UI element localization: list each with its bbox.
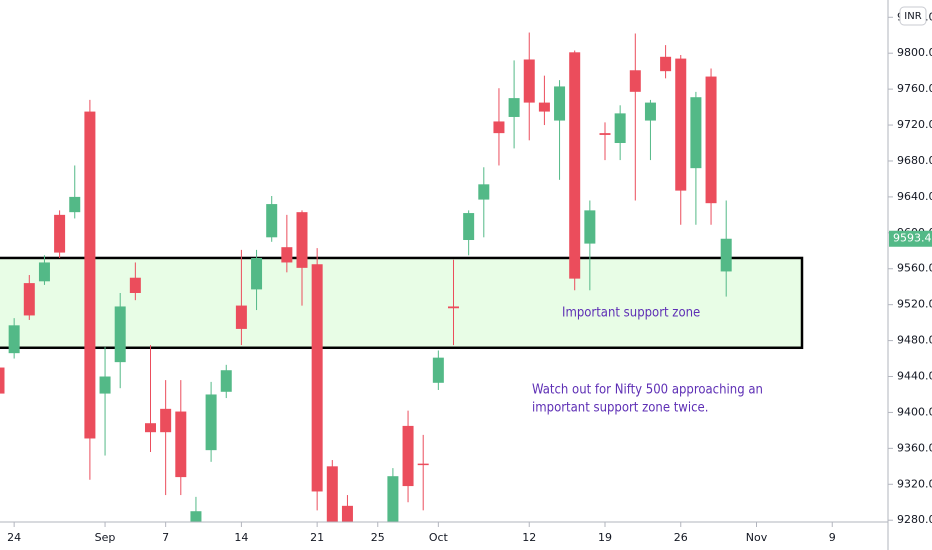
- candle-body: [251, 257, 263, 290]
- candle-body: [690, 97, 702, 169]
- candle-body: [463, 213, 475, 241]
- y-tick-label: 9480.00: [897, 334, 932, 347]
- candle-body: [160, 408, 172, 433]
- y-tick-label: 9360.00: [897, 441, 932, 454]
- candle-body: [0, 367, 5, 394]
- currency-badge: [899, 6, 927, 26]
- candle-body: [69, 196, 81, 213]
- x-tick-label: 7: [162, 531, 169, 544]
- candle-body: [493, 121, 505, 134]
- x-tick-label: 14: [234, 531, 248, 544]
- candle-body: [660, 56, 672, 72]
- candle-body: [266, 204, 278, 238]
- candle-body: [190, 511, 202, 522]
- x-tick-label: 12: [522, 531, 536, 544]
- candle-body: [614, 113, 626, 144]
- y-tick-label: 9560.00: [897, 262, 932, 275]
- x-tick-label: Nov: [746, 531, 768, 544]
- plot-area: [0, 32, 804, 522]
- candle-body: [205, 394, 217, 451]
- candle-body: [175, 411, 187, 478]
- x-tick-label: Oct: [429, 531, 449, 544]
- candle-body: [402, 425, 414, 487]
- candle-body: [114, 306, 126, 363]
- candle-body: [584, 210, 596, 244]
- y-tick-label: 9520.00: [897, 298, 932, 311]
- candle-body: [8, 325, 20, 354]
- candle-body: [554, 86, 566, 121]
- x-tick-label: 21: [310, 531, 324, 544]
- y-tick-label: 9640.00: [897, 190, 932, 203]
- candle-body: [705, 76, 717, 204]
- candle-body: [220, 370, 232, 392]
- y-tick-label: 9680.00: [897, 154, 932, 167]
- candle-body: [569, 52, 581, 279]
- candle-body: [281, 247, 293, 263]
- y-tick-label: 9280.00: [897, 513, 932, 526]
- candle-body: [629, 70, 641, 92]
- x-tick-label: 24: [7, 531, 21, 544]
- y-tick-label: 9720.00: [897, 118, 932, 131]
- x-tick-label: Sep: [95, 531, 116, 544]
- x-tick-label: 9: [829, 531, 836, 544]
- candle-body: [38, 262, 50, 282]
- candle-body: [23, 283, 35, 316]
- candle-body: [54, 214, 66, 253]
- candle-body: [599, 133, 611, 135]
- candle-body: [296, 212, 308, 268]
- candle-body: [235, 305, 247, 329]
- x-tick-label: 25: [371, 531, 385, 544]
- candle-body: [432, 357, 444, 383]
- last-price-label: 9593.40: [893, 232, 932, 245]
- candle-body: [720, 238, 732, 272]
- candle-body: [99, 376, 111, 394]
- x-tick-label: 26: [674, 531, 688, 544]
- last-price-box: [889, 230, 932, 247]
- candle-body: [145, 423, 156, 433]
- candle-body: [341, 505, 353, 522]
- y-tick-label: 9800.00: [897, 46, 932, 59]
- candle-body: [478, 184, 490, 200]
- annotation: Watch out for Nifty 500 approaching an: [532, 383, 763, 398]
- support-zone: [0, 256, 804, 350]
- y-tick-label: 9400.00: [897, 405, 932, 418]
- zone-label: Important support zone: [562, 305, 700, 320]
- annotation: important support zone twice.: [532, 401, 708, 416]
- candle-body: [129, 277, 141, 293]
- candle-body: [311, 264, 323, 492]
- y-tick-label: 9440.00: [897, 370, 932, 383]
- candle-body: [644, 102, 656, 121]
- y-tick-label: 9760.00: [897, 82, 932, 95]
- candle-body: [508, 98, 520, 117]
- y-tick-label: 9320.00: [897, 477, 932, 490]
- candle-body: [387, 476, 399, 522]
- candle-body: [448, 306, 459, 309]
- candle-body: [84, 111, 96, 439]
- candle-body: [417, 463, 429, 466]
- x-tick-label: 19: [598, 531, 612, 544]
- candle-body: [523, 59, 535, 103]
- candle-body: [538, 102, 550, 112]
- candle-body: [675, 58, 687, 191]
- currency-label: INR: [904, 11, 921, 22]
- candle-body: [326, 466, 338, 522]
